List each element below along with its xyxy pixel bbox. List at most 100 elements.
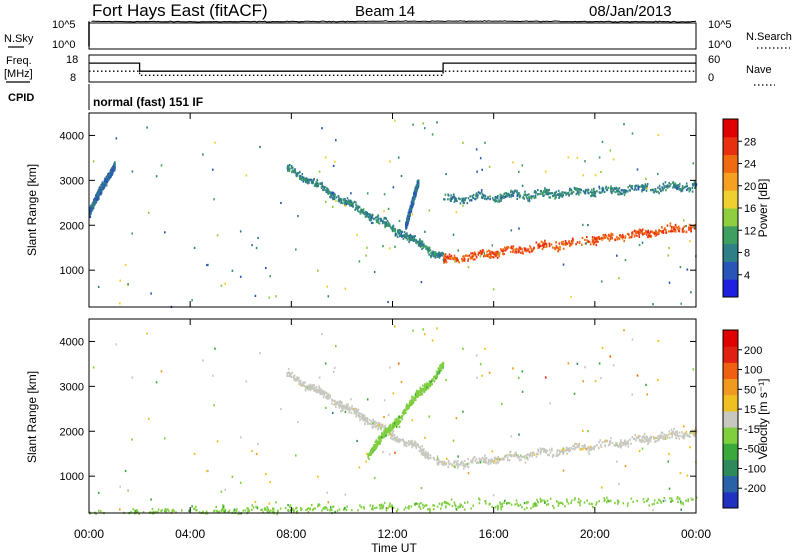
velocity-cell bbox=[346, 505, 348, 508]
velocity-cell bbox=[574, 443, 576, 446]
velocity-cell bbox=[348, 411, 350, 414]
power-cell bbox=[692, 183, 695, 186]
power-cell bbox=[619, 234, 621, 237]
velocity-y-label: Slant Range [km] bbox=[25, 371, 39, 463]
power-cell bbox=[394, 230, 396, 233]
velocity-cell bbox=[136, 509, 138, 512]
velocity-cell bbox=[600, 486, 603, 489]
power-cell bbox=[646, 187, 648, 190]
velocity-panel-frame bbox=[88, 318, 697, 514]
velocity-cell bbox=[421, 393, 424, 396]
velocity-cell bbox=[324, 392, 326, 395]
power-cell bbox=[286, 166, 289, 169]
velocity-cell bbox=[541, 499, 543, 502]
power-cell bbox=[571, 189, 573, 192]
power-cell bbox=[389, 225, 391, 228]
velocity-cell bbox=[606, 499, 609, 502]
velocity-cell bbox=[92, 366, 95, 369]
power-cell bbox=[421, 244, 424, 247]
velocity-cell bbox=[372, 504, 374, 507]
velocity-cell bbox=[414, 395, 417, 398]
power-cell bbox=[601, 186, 604, 189]
velocity-colorbar-swatch bbox=[723, 459, 738, 477]
velocity-cell bbox=[508, 459, 511, 462]
power-cell bbox=[382, 245, 384, 248]
power-cell bbox=[466, 202, 469, 205]
power-cell bbox=[610, 232, 612, 235]
velocity-cell bbox=[577, 501, 580, 504]
velocity-cell bbox=[597, 446, 600, 449]
power-cell bbox=[621, 192, 623, 195]
velocity-cell bbox=[222, 504, 224, 507]
power-cell bbox=[469, 257, 472, 260]
velocity-cell bbox=[537, 501, 539, 504]
power-colorbar-swatch bbox=[723, 119, 738, 138]
velocity-cell bbox=[627, 445, 630, 448]
power-cell bbox=[427, 251, 430, 254]
velocity-cell bbox=[357, 414, 360, 417]
velocity-cell bbox=[513, 454, 516, 457]
velocity-cell bbox=[367, 422, 369, 425]
power-cell bbox=[648, 235, 650, 239]
power-cell bbox=[577, 191, 580, 194]
power-cell bbox=[571, 242, 574, 245]
velocity-cell bbox=[462, 505, 464, 508]
power-cell bbox=[301, 176, 304, 179]
velocity-cell bbox=[247, 510, 249, 513]
power-cell bbox=[453, 193, 455, 196]
velocity-cell bbox=[453, 462, 455, 465]
power-cell bbox=[587, 188, 589, 191]
power-cell bbox=[555, 241, 557, 244]
velocity-cell bbox=[693, 429, 696, 432]
velocity-cell bbox=[375, 426, 377, 429]
velocity-cell bbox=[676, 495, 679, 499]
power-cell bbox=[498, 253, 500, 256]
velocity-cell bbox=[303, 381, 306, 384]
velocity-cell bbox=[195, 505, 197, 508]
velocity-cell bbox=[323, 506, 326, 509]
power-cell bbox=[338, 197, 340, 200]
velocity-cell bbox=[483, 460, 485, 463]
power-cell bbox=[365, 213, 368, 216]
velocity-cell bbox=[673, 427, 675, 431]
power-cell bbox=[392, 227, 395, 230]
power-cell bbox=[612, 189, 615, 192]
power-cell bbox=[658, 184, 661, 187]
velocity-cell bbox=[484, 454, 486, 457]
velocity-cell bbox=[297, 378, 300, 381]
velocity-cell bbox=[364, 422, 366, 425]
time-tick-label: 16:00 bbox=[479, 527, 509, 541]
power-cell bbox=[333, 197, 336, 201]
velocity-cell bbox=[342, 409, 344, 412]
velocity-cell bbox=[429, 511, 431, 514]
velocity-cell bbox=[599, 444, 602, 447]
velocity-cell bbox=[532, 505, 534, 508]
power-cell bbox=[576, 156, 579, 159]
power-cell bbox=[366, 211, 369, 214]
velocity-cell bbox=[342, 404, 344, 407]
power-cell bbox=[397, 156, 400, 159]
velocity-cell bbox=[419, 446, 421, 449]
velocity-cell bbox=[262, 511, 264, 514]
velocity-cell bbox=[691, 430, 694, 433]
velocity-cell bbox=[558, 451, 561, 454]
power-cell bbox=[459, 198, 461, 201]
velocity-cell bbox=[650, 436, 653, 439]
velocity-cell bbox=[466, 462, 469, 465]
velocity-cell bbox=[452, 439, 455, 442]
velocity-cell bbox=[288, 374, 290, 378]
velocity-cell bbox=[412, 396, 415, 399]
power-cell bbox=[567, 156, 570, 159]
velocity-cell bbox=[546, 499, 549, 502]
velocity-cell bbox=[420, 452, 423, 455]
velocity-cell bbox=[595, 503, 597, 506]
velocity-cell bbox=[334, 400, 336, 403]
power-cell bbox=[547, 190, 549, 193]
velocity-cell bbox=[329, 509, 331, 512]
velocity-cell bbox=[378, 441, 381, 444]
velocity-cell bbox=[405, 408, 408, 411]
power-cell bbox=[435, 253, 437, 256]
velocity-cell bbox=[653, 502, 655, 505]
power-cell bbox=[660, 226, 663, 229]
power-cell bbox=[498, 199, 500, 202]
